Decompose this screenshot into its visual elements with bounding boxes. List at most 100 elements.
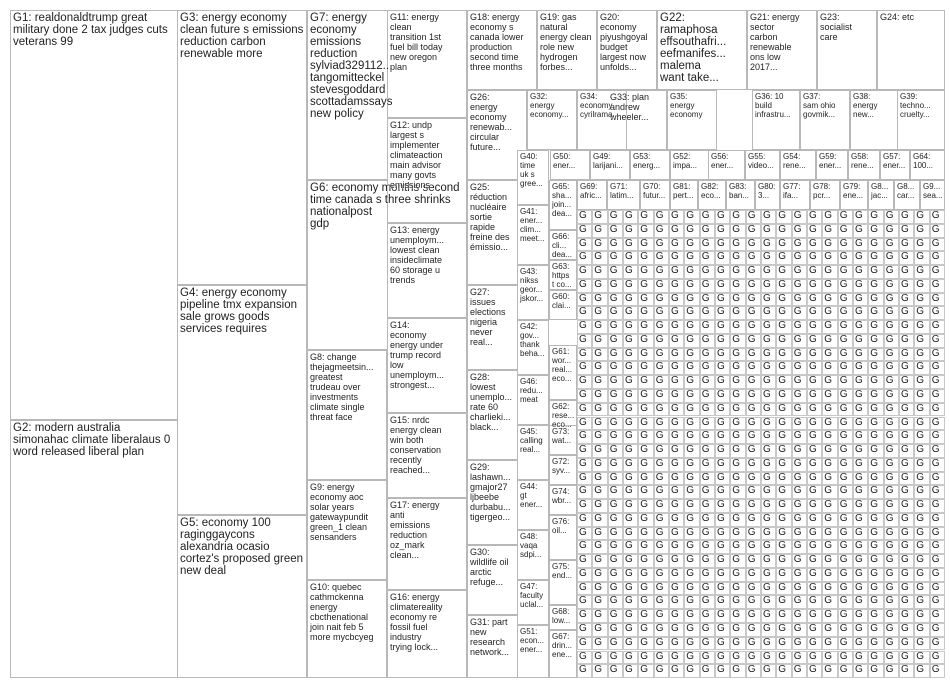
small-group-cell[interactable]: G [899,567,915,582]
small-group-cell[interactable]: G [883,444,899,458]
small-group-cell[interactable]: G [791,444,807,458]
group-cell-g34[interactable]: G34: economy cyrilrama... [577,90,627,150]
small-group-cell[interactable]: G [623,278,639,293]
small-group-cell[interactable]: G [730,636,746,651]
small-group-cell[interactable]: G [837,636,853,651]
small-group-cell[interactable]: G [745,292,761,307]
small-group-cell[interactable]: G [730,333,746,348]
small-group-cell[interactable]: G [807,485,823,500]
small-group-cell[interactable]: G [592,402,608,417]
small-group-cell[interactable]: G [638,251,654,266]
small-group-cell[interactable]: G [684,540,700,555]
small-group-cell[interactable]: G [623,526,639,541]
small-group-cell[interactable]: G [745,210,761,224]
group-cell-g3[interactable]: G3: energy economy clean future s emissi… [177,10,307,285]
small-group-cell[interactable]: G [822,416,838,431]
small-group-cell[interactable]: G [868,540,884,555]
small-group-cell[interactable]: G [684,402,700,417]
small-group-cell[interactable]: G [807,444,823,458]
small-group-cell[interactable]: G [914,306,930,321]
small-group-cell[interactable]: G [868,375,884,389]
small-group-cell[interactable]: G [822,237,838,252]
small-group-cell[interactable]: G [837,333,853,348]
small-group-cell[interactable]: G [638,333,654,348]
small-group-cell[interactable]: G [592,223,608,238]
small-group-cell[interactable]: G [807,265,823,279]
small-group-cell[interactable]: G [822,526,838,541]
small-group-cell[interactable]: G [607,444,623,458]
small-group-cell[interactable]: G [653,526,669,541]
small-group-cell[interactable]: G [853,375,869,389]
small-group-cell[interactable]: G [699,636,715,651]
small-group-cell[interactable]: G [730,512,746,527]
small-group-cell[interactable]: G [914,251,930,266]
small-group-cell[interactable]: G [853,471,869,486]
group-cell-g85[interactable]: G8... car... [894,180,920,210]
small-group-cell[interactable]: G [807,347,823,362]
small-group-cell[interactable]: G [791,512,807,527]
small-group-cell[interactable]: G [745,223,761,238]
small-group-cell[interactable]: G [837,664,853,678]
small-group-cell[interactable]: G [684,430,700,444]
small-group-cell[interactable]: G [776,526,792,541]
small-group-cell[interactable]: G [592,499,608,513]
small-group-cell[interactable]: G [638,320,654,334]
small-group-cell[interactable]: G [607,567,623,582]
small-group-cell[interactable]: G [761,485,777,500]
small-group-cell[interactable]: G [592,622,608,637]
small-group-cell[interactable]: G [715,223,731,238]
small-group-cell[interactable]: G [715,485,731,500]
small-group-cell[interactable]: G [607,526,623,541]
small-group-cell[interactable]: G [730,292,746,307]
small-group-cell[interactable]: G [577,540,593,555]
small-group-cell[interactable]: G [761,306,777,321]
small-group-cell[interactable]: G [807,567,823,582]
small-group-cell[interactable]: G [745,306,761,321]
small-group-cell[interactable]: G [868,567,884,582]
group-cell-g45[interactable]: G45: calling real... [517,425,549,480]
small-group-cell[interactable]: G [822,540,838,555]
small-group-cell[interactable]: G [791,265,807,279]
small-group-cell[interactable]: G [899,251,915,266]
small-group-cell[interactable]: G [853,333,869,348]
small-group-cell[interactable]: G [837,499,853,513]
group-cell-g52[interactable]: G52: impa... [670,150,710,180]
small-group-cell[interactable]: G [837,595,853,610]
group-cell-g81[interactable]: G81: pert... [670,180,698,210]
small-group-cell[interactable]: G [715,471,731,486]
small-group-cell[interactable]: G [853,664,869,678]
small-group-cell[interactable]: G [776,554,792,568]
small-group-cell[interactable]: G [807,361,823,376]
small-group-cell[interactable]: G [807,622,823,637]
small-group-cell[interactable]: G [914,581,930,596]
small-group-cell[interactable]: G [699,622,715,637]
group-cell-g64[interactable]: G64: 100... [910,150,945,180]
small-group-cell[interactable]: G [883,664,899,678]
small-group-cell[interactable]: G [761,278,777,293]
small-group-cell[interactable]: G [761,664,777,678]
small-group-cell[interactable]: G [929,636,945,651]
small-group-cell[interactable]: G [638,416,654,431]
small-group-cell[interactable]: G [592,306,608,321]
small-group-cell[interactable]: G [914,210,930,224]
small-group-cell[interactable]: G [653,499,669,513]
small-group-cell[interactable]: G [653,554,669,568]
small-group-cell[interactable]: G [715,306,731,321]
small-group-cell[interactable]: G [868,471,884,486]
small-group-cell[interactable]: G [853,278,869,293]
small-group-cell[interactable]: G [745,581,761,596]
small-group-cell[interactable]: G [929,388,945,403]
small-group-cell[interactable]: G [837,223,853,238]
small-group-cell[interactable]: G [899,237,915,252]
small-group-cell[interactable]: G [899,595,915,610]
small-group-cell[interactable]: G [684,223,700,238]
small-group-cell[interactable]: G [684,251,700,266]
small-group-cell[interactable]: G [638,554,654,568]
small-group-cell[interactable]: G [899,292,915,307]
small-group-cell[interactable]: G [868,595,884,610]
small-group-cell[interactable]: G [699,333,715,348]
small-group-cell[interactable]: G [592,320,608,334]
group-cell-g46[interactable]: G46: redu... meat [517,375,549,425]
small-group-cell[interactable]: G [577,622,593,637]
small-group-cell[interactable]: G [638,375,654,389]
